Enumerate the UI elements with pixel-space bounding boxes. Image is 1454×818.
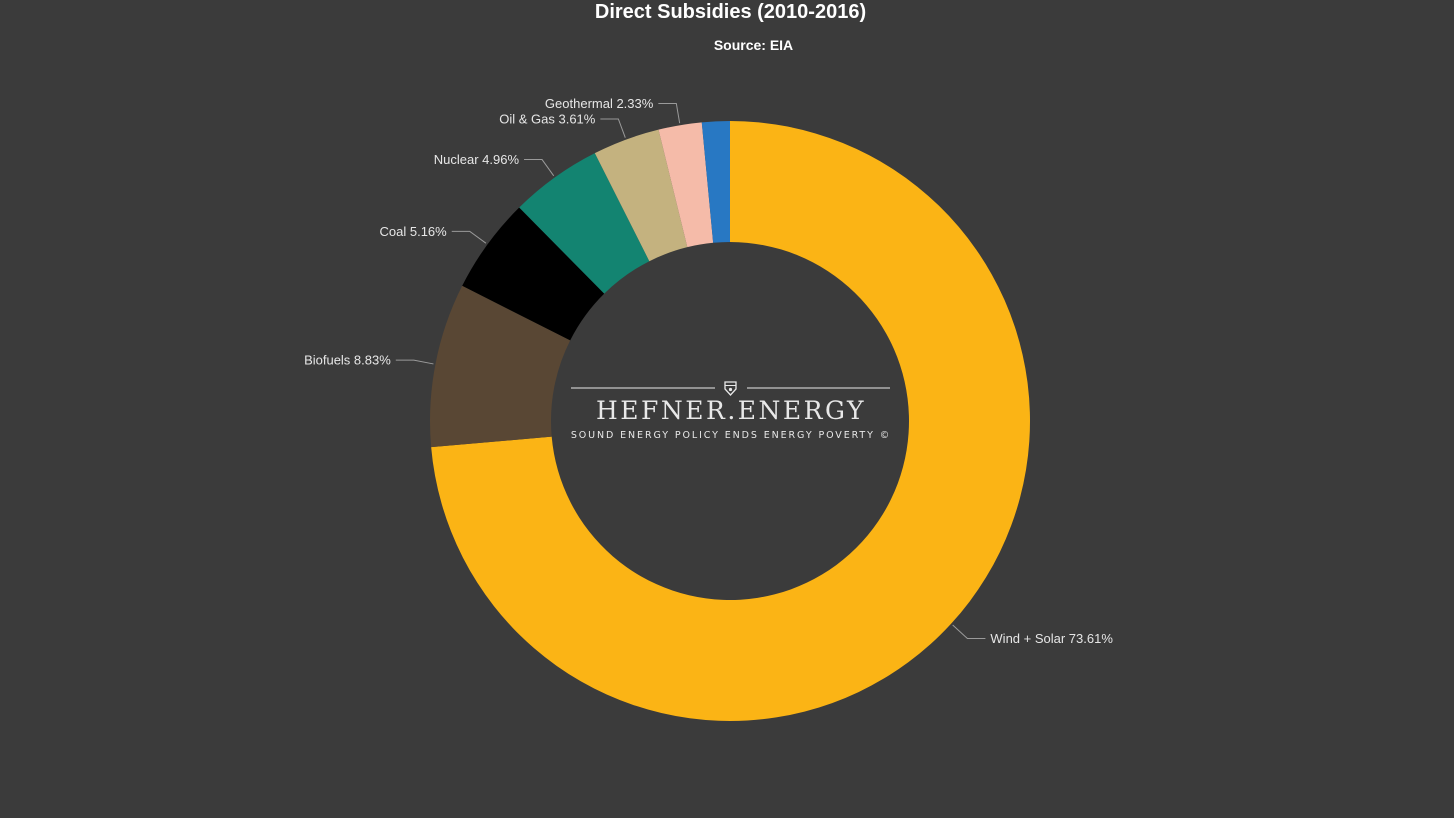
label-group: Wind + Solar 73.61% Biofuels 8.83% Coal 5.… <box>304 96 1113 646</box>
slice-nuclear[interactable] <box>519 153 650 294</box>
slice-label-coal: Coal 5.16% <box>380 224 448 239</box>
connector-oil-gas <box>600 118 626 138</box>
slice-label-oil-gas: Oil & Gas 3.61% <box>499 111 596 126</box>
connector-wind-solar <box>952 624 986 640</box>
slice-coal[interactable] <box>462 207 605 341</box>
slice-biofuels[interactable] <box>430 285 571 448</box>
connector-biofuels <box>395 359 434 365</box>
connector-geothermal <box>658 103 681 124</box>
slice-wind-solar[interactable] <box>431 121 1031 721</box>
shield-icon <box>724 381 737 396</box>
slice-label-wind-solar: Wind + Solar 73.61% <box>990 631 1113 646</box>
connector-coal <box>451 230 487 244</box>
chart-title: Direct Subsidies (2010-2016) <box>594 1 867 23</box>
slice-group <box>430 121 1031 721</box>
slice-label-biofuels: Biofuels 8.83% <box>304 353 391 368</box>
watermark-logo: HEFNER.ENERGY SOUND ENERGY POLICY ENDS E… <box>571 381 891 441</box>
slice-label-geothermal: Geothermal 2.33% <box>545 96 654 111</box>
slice-label-nuclear: Nuclear 4.96% <box>434 152 520 167</box>
slice-geothermal[interactable] <box>658 122 714 248</box>
watermark-brand: HEFNER.ENERGY <box>596 396 866 425</box>
connector-nuclear <box>524 159 555 177</box>
watermark-tagline: SOUND ENERGY POLICY ENDS ENERGY POVERTY … <box>571 430 891 441</box>
chart-subtitle: Source: EIA <box>713 37 794 53</box>
slice-oil-gas[interactable] <box>594 129 688 262</box>
slice-unlabeled-6[interactable] <box>701 121 730 243</box>
